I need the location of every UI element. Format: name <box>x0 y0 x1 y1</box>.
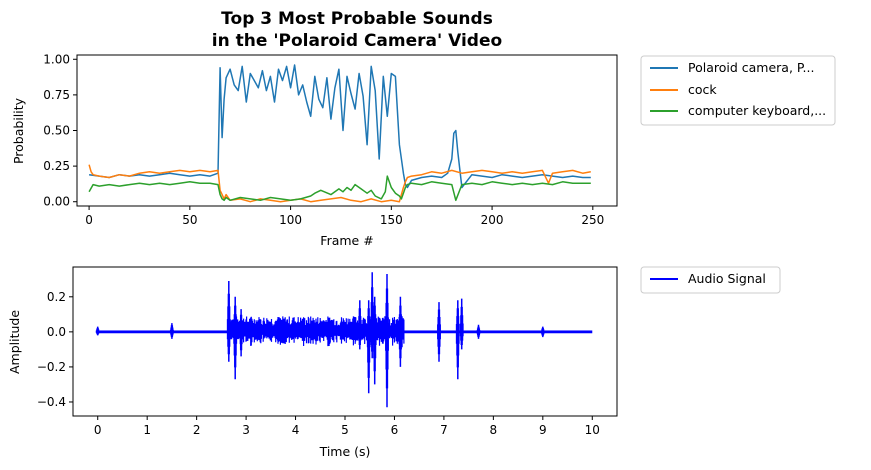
waveform-spike-8 <box>372 296 377 385</box>
waveform-spike-5 <box>357 300 362 350</box>
legend-label-keyboard: computer keyboard,... <box>688 103 826 118</box>
x-tick-label: 2 <box>193 423 201 437</box>
x-tick-label: 7 <box>440 423 448 437</box>
chart-title: Top 3 Most Probable Sounds <box>221 9 493 29</box>
y-tick-label: 0.00 <box>43 195 70 209</box>
waveform-spike-2 <box>226 281 231 362</box>
x-tick-label: 9 <box>539 423 547 437</box>
waveform-spike-14 <box>476 324 481 339</box>
x-tick-label: 5 <box>341 423 349 437</box>
y-tick-label: 0.2 <box>47 290 66 304</box>
series-line-0 <box>88 64 591 189</box>
waveform-spike-4 <box>239 309 244 357</box>
y-tick-label: 0.25 <box>43 159 70 173</box>
y-tick-label: 0.0 <box>47 325 66 339</box>
y-tick-label: 1.00 <box>43 52 70 66</box>
legend-label-audio: Audio Signal <box>688 271 766 286</box>
probability-legend-box <box>640 55 836 126</box>
y-tick-label: −0.2 <box>37 360 66 374</box>
waveform-spike-7 <box>370 272 375 359</box>
x-tick-label: 50 <box>182 213 197 227</box>
x-tick-label: 0 <box>85 213 93 227</box>
x-tick-label: 6 <box>391 423 399 437</box>
waveform-spike-1 <box>169 323 174 339</box>
y-tick-label: 0.50 <box>43 124 70 138</box>
series-line-2 <box>88 175 591 202</box>
waveform-spike-11 <box>437 302 441 362</box>
waveform-spike-6 <box>366 300 371 394</box>
amplitude-legend: Audio Signal <box>640 266 781 294</box>
amplitude-legend-box <box>640 266 781 294</box>
probability-y-ticks: 0.00 0.25 0.50 0.75 1.00 <box>43 52 77 209</box>
probability-x-label: Frame # <box>320 233 373 248</box>
amplitude-x-ticks: 0 1 2 3 4 5 6 7 8 9 10 <box>94 416 600 437</box>
x-tick-label: 1 <box>143 423 151 437</box>
series-line-1 <box>88 164 591 203</box>
x-tick-label: 250 <box>581 213 604 227</box>
amplitude-axes: 0 1 2 3 4 5 6 7 8 9 10 −0.4 −0.2 0.0 0.2 Time (s) Amp… <box>7 266 618 459</box>
amplitude-axes-frame <box>72 266 618 417</box>
amplitude-y-label: Amplitude <box>7 310 22 374</box>
waveform-spike-12 <box>455 300 460 380</box>
x-tick-label: 200 <box>481 213 504 227</box>
amplitude-y-ticks: −0.4 −0.2 0.0 0.2 <box>37 290 73 409</box>
x-tick-label: 3 <box>242 423 250 437</box>
amplitude-x-label: Time (s) <box>319 444 371 459</box>
probability-series-lines <box>88 64 591 203</box>
probability-axes: 0 50 100 150 200 250 0.00 0.25 0.50 0.75 1.00 Fra… <box>11 52 618 248</box>
waveform-dense-region <box>228 316 405 348</box>
waveform-spike-13 <box>459 298 464 350</box>
x-tick-label: 150 <box>380 213 403 227</box>
waveform-spike-3 <box>233 296 238 380</box>
probability-legend: Polaroid camera, P... cock computer keyb… <box>640 55 836 126</box>
legend-label-polaroid: Polaroid camera, P... <box>688 60 814 75</box>
x-tick-label: 10 <box>585 423 600 437</box>
probability-x-ticks: 0 50 100 150 200 250 <box>85 206 604 227</box>
x-tick-label: 8 <box>490 423 498 437</box>
waveform-spike-15 <box>540 326 545 338</box>
waveform-spike-9 <box>385 274 389 408</box>
audio-signal-waveform <box>95 272 593 408</box>
y-tick-label: 0.75 <box>43 88 70 102</box>
x-tick-label: 100 <box>279 213 302 227</box>
waveform-spike-0 <box>95 326 100 336</box>
y-tick-label: −0.4 <box>37 395 66 409</box>
waveform-spike-10 <box>398 296 403 367</box>
x-tick-label: 0 <box>94 423 102 437</box>
legend-label-cock: cock <box>688 82 717 97</box>
chart-subtitle: in the 'Polaroid Camera' Video <box>212 31 502 51</box>
x-tick-label: 4 <box>292 423 300 437</box>
probability-y-label: Probability <box>11 97 26 164</box>
